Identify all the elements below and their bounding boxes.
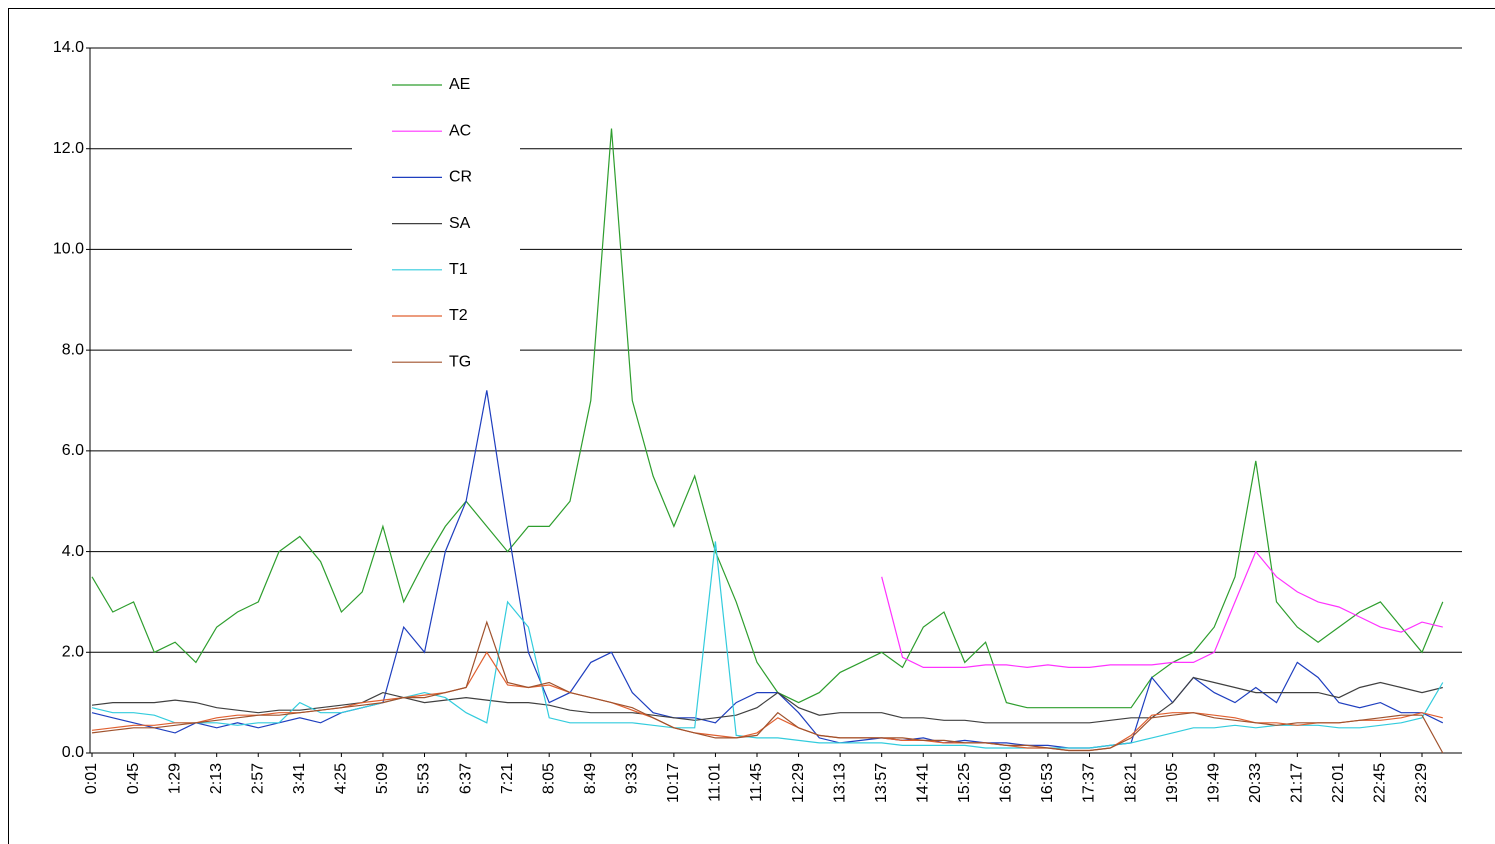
x-tick-label: 6:37 xyxy=(457,763,474,794)
y-tick-label: 0.0 xyxy=(62,744,84,761)
x-tick-label: 23:29 xyxy=(1413,763,1430,803)
legend-label: TG xyxy=(449,353,471,370)
x-tick-label: 1:29 xyxy=(166,763,183,794)
x-tick-label: 4:25 xyxy=(333,763,350,794)
legend: AE AC CR SA T1 T2 TG xyxy=(352,60,520,372)
legend-box xyxy=(352,60,520,372)
x-tick-label: 17:37 xyxy=(1081,763,1098,803)
legend-label: CR xyxy=(449,169,472,186)
y-tick-label: 10.0 xyxy=(53,241,84,258)
x-tick-label: 10:17 xyxy=(665,763,682,803)
x-tick-label: 13:57 xyxy=(873,763,890,803)
x-tick-label: 22:45 xyxy=(1372,763,1389,803)
legend-label: SA xyxy=(449,215,471,232)
y-tick-label: 4.0 xyxy=(62,543,84,560)
x-tick-label: 9:33 xyxy=(624,763,641,794)
x-tick-label: 13:13 xyxy=(831,763,848,803)
x-tick-label: 22:01 xyxy=(1330,763,1347,803)
series-line xyxy=(91,620,1444,754)
x-tick-label: 19:05 xyxy=(1164,763,1181,803)
x-tick-label: 19:49 xyxy=(1205,763,1222,803)
x-tick-label: 21:17 xyxy=(1289,763,1306,803)
x-tick-label: 3:41 xyxy=(291,763,308,794)
legend-label: T1 xyxy=(449,261,468,278)
x-tick-label: 11:45 xyxy=(748,763,765,802)
x-tick-label: 5:53 xyxy=(416,763,433,794)
x-tick-label: 15:25 xyxy=(956,763,973,803)
x-tick-label: 20:33 xyxy=(1247,763,1264,803)
x-tick-label: 18:21 xyxy=(1122,763,1139,803)
x-tick-label: 8:05 xyxy=(540,763,557,794)
legend-label: AC xyxy=(449,122,471,139)
series-line xyxy=(91,390,1444,749)
x-tick-label: 0:45 xyxy=(125,763,142,794)
x-tick-label: 8:49 xyxy=(582,763,599,794)
series-line xyxy=(91,541,1444,749)
y-tick-label: 2.0 xyxy=(62,644,84,661)
series-line xyxy=(91,128,1444,709)
y-tick-label: 6.0 xyxy=(62,442,84,459)
y-tick-label: 12.0 xyxy=(53,140,84,157)
legend-label: T2 xyxy=(449,307,468,324)
x-tick-label: 0:01 xyxy=(83,763,100,794)
x-tick-label: 11:01 xyxy=(707,763,724,802)
y-tick-label: 8.0 xyxy=(62,341,84,358)
y-tick-label: 14.0 xyxy=(53,39,84,56)
x-tick-label: 7:21 xyxy=(499,763,516,794)
x-tick-label: 2:57 xyxy=(249,763,266,794)
x-tick-label: 16:53 xyxy=(1039,763,1056,803)
chart-frame xyxy=(8,8,1495,844)
x-tick-label: 14:41 xyxy=(914,763,931,803)
series-line xyxy=(91,676,1443,724)
series-line xyxy=(881,550,1443,669)
x-tick-label: 16:09 xyxy=(998,763,1015,803)
legend-label: AE xyxy=(449,76,470,93)
series-line xyxy=(91,651,1443,752)
x-tick-label: 12:29 xyxy=(790,763,807,803)
x-tick-label: 2:13 xyxy=(208,763,225,794)
x-tick-label: 5:09 xyxy=(374,763,391,794)
